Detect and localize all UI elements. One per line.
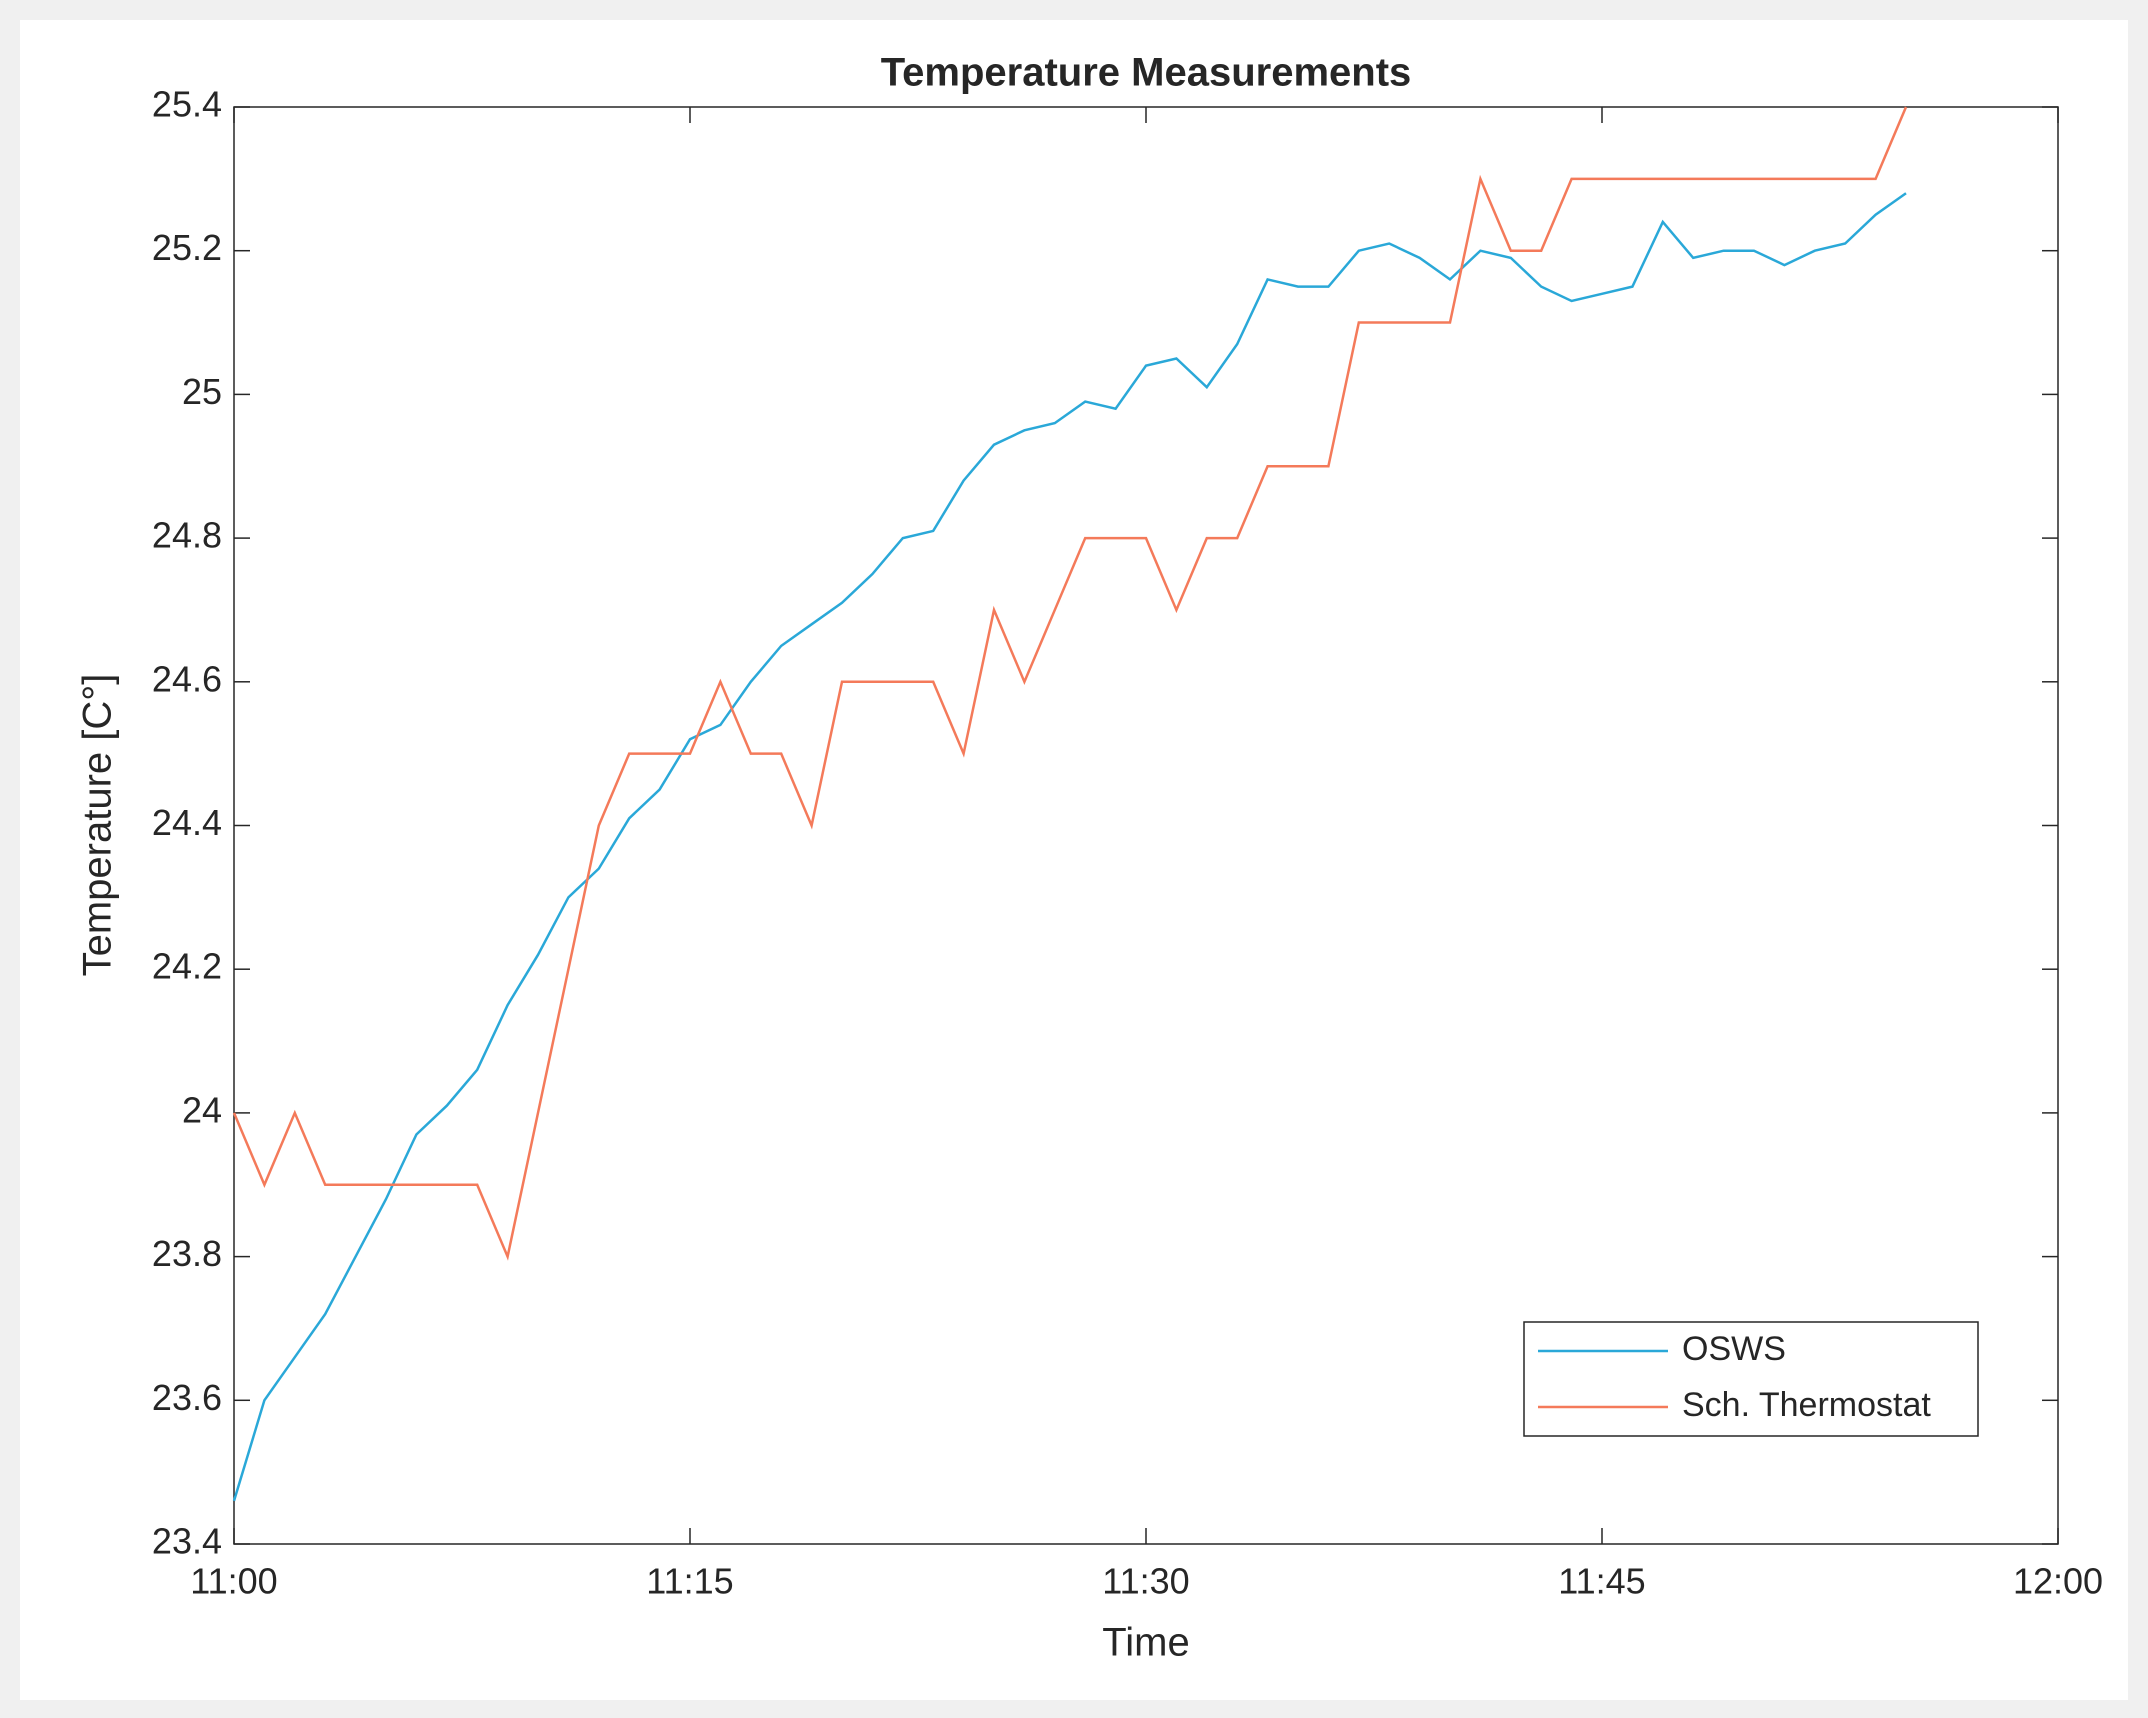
y-tick-label: 24.4 — [152, 802, 222, 843]
x-tick-label: 11:00 — [190, 1561, 277, 1602]
x-tick-label: 11:15 — [646, 1561, 733, 1602]
y-tick-label: 25 — [182, 371, 222, 412]
chart-title: Temperature Measurements — [881, 51, 1412, 95]
y-tick-label: 23.6 — [152, 1377, 222, 1418]
y-tick-label: 25.2 — [152, 227, 222, 268]
y-tick-label: 23.8 — [152, 1233, 222, 1274]
legend-label: OSWS — [1682, 1330, 1786, 1368]
plot-area — [233, 106, 2059, 1545]
y-tick-label: 24.6 — [152, 658, 222, 699]
y-tick-label: 24.8 — [152, 515, 222, 556]
y-tick-label: 24 — [182, 1089, 222, 1130]
x-tick-label: 12:00 — [2013, 1561, 2103, 1602]
legend-label: Sch. Thermostat — [1682, 1386, 1931, 1424]
x-tick-label: 11:30 — [1102, 1561, 1189, 1602]
y-axis-label: Temperature [C°] — [76, 674, 120, 977]
series-line — [232, 106, 1908, 1261]
x-tick-label: 11:45 — [1558, 1561, 1645, 1602]
y-tick-label: 23.4 — [152, 1521, 222, 1562]
y-tick-label: 24.2 — [152, 946, 222, 987]
legend-box — [1523, 1321, 1979, 1437]
x-axis-label: Time — [1102, 1621, 1189, 1665]
y-tick-label: 25.4 — [152, 84, 222, 125]
series-line — [232, 192, 1907, 1502]
